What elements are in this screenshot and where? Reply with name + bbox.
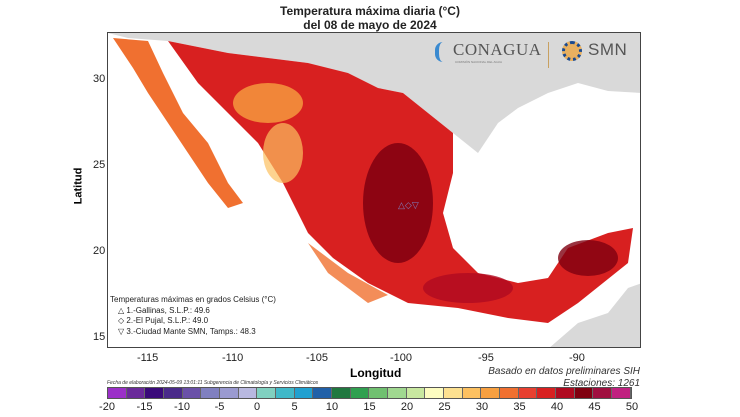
baja-california: [113, 38, 243, 208]
conagua-logo: CONAGUA: [453, 40, 542, 59]
x-tick: -95: [478, 352, 494, 364]
colorbar-label: 10: [325, 401, 339, 413]
conagua-emblem-icon: [435, 42, 451, 62]
colorbar-segment: [257, 388, 277, 398]
hot-zone-east: [363, 143, 433, 263]
conagua-subtitle: COMISIÓN NACIONAL DEL AGUA: [455, 60, 502, 64]
colorbar-segment: [182, 388, 202, 398]
diamond-icon: ◇: [118, 316, 125, 325]
legend-item: ▽ 3.-Ciudad Mante SMN, Tamps.: 48.3: [118, 326, 256, 336]
triangle-down-icon: ▽: [118, 326, 125, 336]
colorbar-segment: [388, 388, 407, 398]
legend-heading: Temperaturas máximas en grados Celsius (…: [110, 295, 276, 304]
colorbar-label: 25: [438, 401, 451, 413]
smn-logo: SMN: [588, 40, 628, 59]
colorbar-segment: [332, 388, 351, 398]
hot-zone-peninsula: [558, 240, 618, 276]
colorbar-segment: [537, 388, 557, 398]
colorbar-segment: [481, 388, 501, 398]
x-tick: -110: [222, 352, 244, 364]
central-america-landmass: [550, 283, 640, 347]
cool-zone-sierra: [263, 123, 303, 183]
colorbar-segment: [444, 388, 463, 398]
colorbar-segment: [518, 388, 538, 398]
y-tick: 15: [93, 331, 106, 343]
colorbar-label: 20: [400, 401, 414, 413]
colorbar-segment: [276, 388, 295, 398]
colorbar-segment: [500, 388, 519, 398]
colorbar-segment: [462, 388, 482, 398]
colorbar-segment: [593, 388, 613, 398]
colorbar-label: 30: [475, 401, 489, 413]
colorbar-segment: [145, 388, 165, 398]
colorbar-segment: [220, 388, 239, 398]
x-tick: -90: [569, 352, 585, 364]
legend-item: △ 1.-Gallinas, S.L.P.: 49.6: [118, 305, 210, 315]
colorbar-label: 35: [513, 401, 526, 413]
colorbar-segment: [406, 388, 426, 398]
colorbar-segment: [126, 388, 146, 398]
map-title: Temperatura máxima diaria (°C): [280, 4, 460, 18]
map-frame: △◇▽: [107, 32, 641, 348]
station-markers: △◇▽: [398, 200, 419, 210]
colorbar-segment: [574, 388, 594, 398]
colorbar-segment: [556, 388, 575, 398]
x-tick: -105: [306, 352, 329, 364]
colorbar-label: -5: [214, 401, 225, 413]
y-axis-label: Latitud: [72, 167, 85, 205]
hot-zone-south: [423, 273, 513, 303]
colorbar-segment: [350, 388, 370, 398]
station-legend: Temperaturas máximas en grados Celsius (…: [110, 295, 276, 337]
y-tick: 30: [93, 73, 106, 85]
colorbar-label: 5: [291, 401, 298, 413]
x-tick: -100: [390, 352, 413, 364]
colorbar-segment: [201, 388, 221, 398]
colorbar-segment: [238, 388, 258, 398]
colorbar-label: -10: [174, 401, 190, 413]
x-tick: -115: [137, 352, 159, 364]
colorbar: [107, 387, 632, 399]
colorbar-label: 40: [550, 401, 564, 413]
colorbar-segment: [612, 388, 631, 398]
colorbar-label: 15: [363, 401, 376, 413]
logo-divider: [548, 42, 549, 68]
colorbar-segment: [313, 388, 333, 398]
temperature-map: △◇▽: [108, 33, 640, 347]
map-subtitle: del 08 de mayo de 2024: [303, 18, 437, 32]
footer-note: Fecha de elaboración 2024-05-09 13:01:11…: [107, 380, 319, 386]
colorbar-label: -20: [99, 401, 115, 413]
usa-landmass: [108, 33, 640, 153]
colorbar-segment: [108, 388, 127, 398]
x-axis-label: Longitud: [350, 366, 402, 380]
stations-count: Estaciones: 1261: [563, 378, 640, 389]
colorbar-segment: [369, 388, 389, 398]
triangle-up-icon: △: [118, 305, 125, 315]
colorbar-segment: [164, 388, 183, 398]
pacific-coast-warm: [308, 243, 388, 303]
colorbar-label: -15: [136, 401, 153, 413]
colorbar-label: 50: [625, 401, 639, 413]
cool-zone-north: [233, 83, 303, 123]
smn-emblem-icon: [562, 41, 582, 61]
y-tick: 20: [93, 245, 106, 257]
colorbar-segment: [294, 388, 314, 398]
colorbar-label: 0: [253, 401, 261, 413]
source-note: Basado en datos preliminares SIH: [488, 366, 640, 377]
legend-item: ◇ 2.-El Pujal, S.L.P.: 49.0: [118, 316, 209, 325]
y-tick: 25: [93, 159, 106, 171]
colorbar-label: 45: [588, 401, 601, 413]
colorbar-segment: [425, 388, 445, 398]
